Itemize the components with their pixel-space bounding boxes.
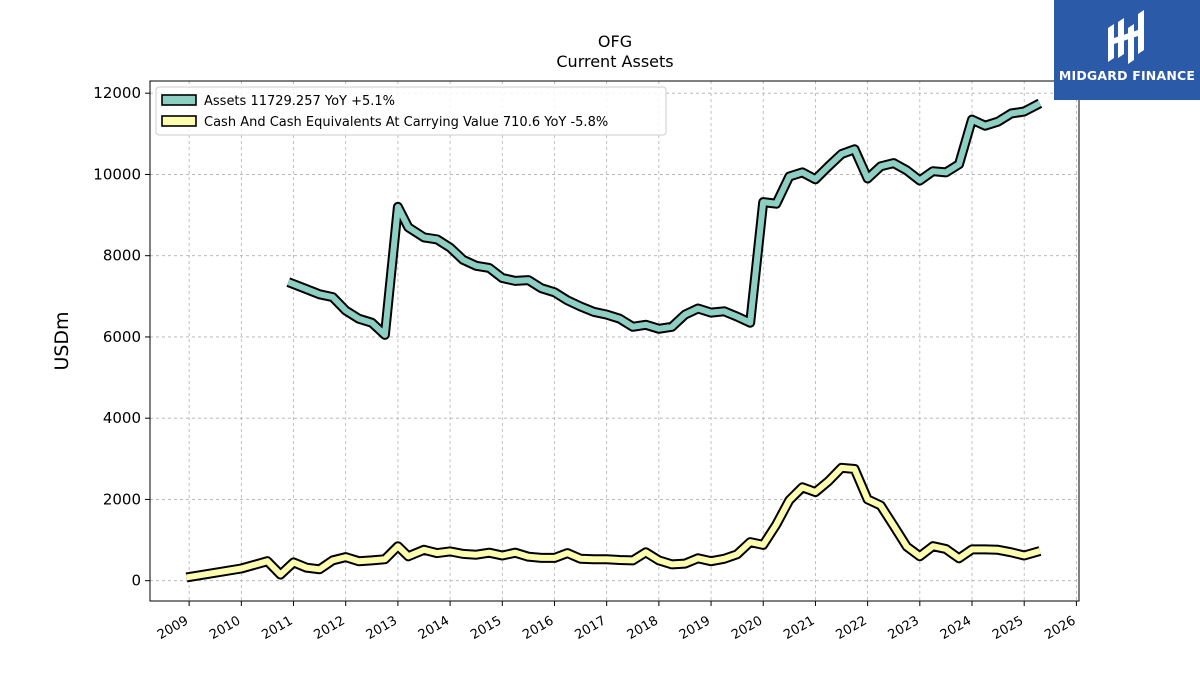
series-layer (185, 98, 1043, 583)
x-tick-label: 2026 (1042, 613, 1078, 643)
x-tick-label: 2013 (364, 613, 400, 643)
x-tick-label: 2022 (833, 613, 869, 643)
x-tick-label: 2015 (468, 613, 504, 643)
x-tick-label: 2019 (677, 613, 713, 643)
series-line-cash (186, 464, 1041, 581)
legend-label-assets: Assets 11729.257 YoY +5.1% (204, 94, 395, 109)
x-tick-label: 2014 (416, 613, 452, 643)
legend-label-cash: Cash And Cash Equivalents At Carrying Va… (204, 115, 608, 130)
chart-subtitle: Current Assets (556, 52, 673, 71)
y-tick-label: 12000 (93, 84, 141, 102)
y-tick-label: 4000 (103, 409, 141, 427)
legend-swatch-cash (161, 115, 197, 127)
legend: Assets 11729.257 YoY +5.1% Cash And Cash… (155, 86, 667, 136)
midgard-logo-icon (1108, 10, 1144, 64)
x-tick-label: 2023 (886, 613, 922, 643)
x-tick-label: 2016 (520, 613, 556, 643)
legend-frame (155, 86, 667, 136)
y-tick-label: 8000 (103, 247, 141, 265)
legend-swatch-assets (161, 94, 197, 106)
y-tick-label: 6000 (103, 328, 141, 346)
x-tick-label: 2010 (207, 613, 243, 643)
x-tick-label: 2011 (259, 613, 295, 643)
x-tick-label: 2024 (938, 613, 974, 643)
chart-title: OFG (598, 32, 632, 51)
y-axis-label: USDm (51, 311, 73, 370)
y-tick-label: 2000 (103, 490, 141, 508)
y-axis: 0 2000 4000 6000 8000 10000 12000 (93, 84, 150, 590)
y-tick-label: 0 (131, 572, 141, 590)
x-tick-label: 2020 (729, 613, 765, 643)
grid (150, 81, 1079, 601)
x-tick-label: 2021 (781, 613, 817, 643)
x-tick-label: 2025 (990, 613, 1026, 643)
plot-frame (149, 80, 1080, 602)
y-tick-label: 10000 (93, 165, 141, 183)
brand-logo: MIDGARD FINANCE (1054, 0, 1200, 100)
x-tick-label: 2017 (573, 613, 609, 643)
x-tick-label: 2012 (312, 613, 348, 643)
x-axis: 2009 2010 2011 2012 2013 2014 2015 2016 2017 2018… (155, 601, 1078, 643)
series-line-assets (287, 100, 1042, 338)
x-tick-label: 2009 (155, 613, 191, 643)
x-tick-label: 2018 (625, 613, 661, 643)
brand-name: MIDGARD FINANCE (1058, 68, 1196, 83)
